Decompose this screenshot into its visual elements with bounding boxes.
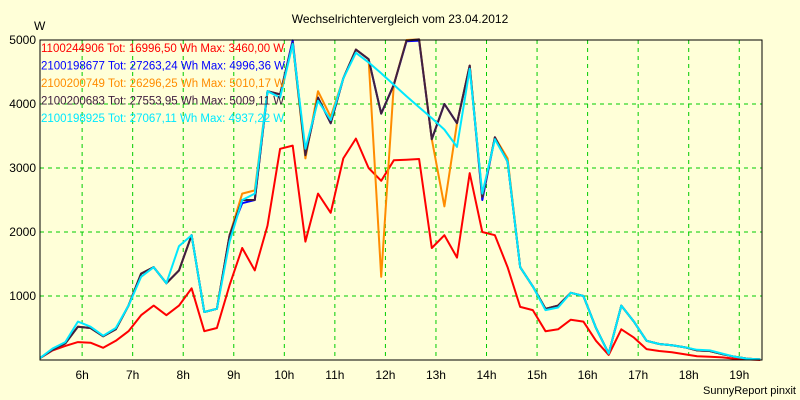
series-lines bbox=[39, 38, 761, 361]
series-line-1100244906 bbox=[39, 137, 761, 361]
chart-title: Wechselrichtervergleich vom 23.04.2012 bbox=[292, 12, 509, 26]
legend-entry: 2100200683 Tot: 27553,95 Wh Max: 5009,11… bbox=[41, 96, 284, 108]
series-line-2100198925 bbox=[39, 43, 761, 361]
plot-frame bbox=[39, 39, 763, 361]
x-tick-label: 14h bbox=[476, 368, 496, 382]
legend: 1100244906 Tot: 16996,50 Wh Max: 3460,00… bbox=[41, 43, 285, 125]
legend-entry: 2100198925 Tot: 27067,11 Wh Max: 4937,22… bbox=[41, 113, 284, 125]
legend-entry: 2100198677 Tot: 27263,24 Wh Max: 4996,36… bbox=[41, 61, 285, 73]
y-tick-label: 4000 bbox=[9, 97, 36, 111]
x-tick-label: 10h bbox=[274, 368, 294, 382]
x-tick-label: 15h bbox=[527, 368, 547, 382]
y-tick-label: 2000 bbox=[9, 225, 36, 239]
y-tick-label: 1000 bbox=[9, 289, 36, 303]
y-ticks: 1000 2000 3000 4000 5000 bbox=[9, 33, 36, 303]
x-ticks: 6h 7h 8h 9h 10h 11h 12h 13h 14h 15h 16h 17h 18h 19h bbox=[75, 368, 749, 382]
y-tick-label: 3000 bbox=[9, 161, 36, 175]
x-tick-label: 8h bbox=[177, 368, 190, 382]
y-axis-label: W bbox=[34, 19, 46, 33]
x-tick-label: 11h bbox=[325, 368, 344, 382]
legend-entry: 2100200749 Tot: 26296,25 Wh Max: 5010,17… bbox=[41, 78, 285, 90]
x-tick-label: 9h bbox=[227, 368, 240, 382]
x-tick-label: 13h bbox=[426, 368, 446, 382]
x-tick-label: 12h bbox=[375, 368, 395, 382]
y-tick-label: 5000 bbox=[9, 33, 36, 47]
x-tick-label: 16h bbox=[578, 368, 598, 382]
x-tick-label: 6h bbox=[75, 368, 88, 382]
legend-entry: 1100244906 Tot: 16996,50 Wh Max: 3460,00… bbox=[41, 43, 284, 55]
x-tick-label: 18h bbox=[679, 368, 699, 382]
x-tick-label: 19h bbox=[729, 368, 749, 382]
x-tick-label: 17h bbox=[628, 368, 648, 382]
footer-credit: SunnyReport pinxit bbox=[703, 385, 796, 397]
x-tick-label: 7h bbox=[126, 368, 139, 382]
